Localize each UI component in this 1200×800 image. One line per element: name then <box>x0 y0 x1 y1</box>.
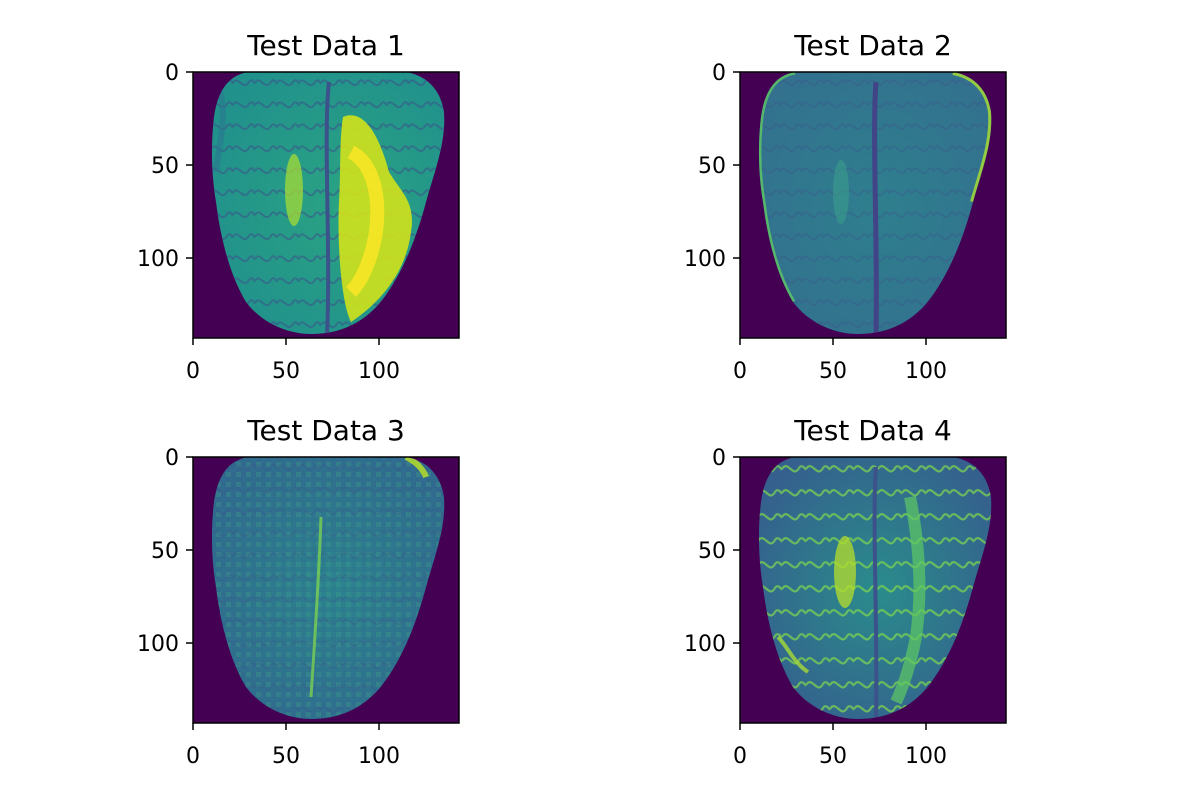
panel-4-xtick-label-2: 100 <box>905 744 947 769</box>
panel-4 <box>739 456 1007 724</box>
panel-2-xtick-label-0: 0 <box>733 359 747 384</box>
panel-1-xtick-label-0: 0 <box>186 359 200 384</box>
panel-4-ytick-label-2: 100 <box>684 632 726 657</box>
panel-3-xtick-label-1: 50 <box>272 744 300 769</box>
panel-1-xtick-label-1: 50 <box>272 359 300 384</box>
panel-1-xtick-label-2: 100 <box>358 359 400 384</box>
panel-2-ytick-label-0: 0 <box>712 61 726 86</box>
panel-2-xtick-label-1: 50 <box>819 359 847 384</box>
panel-2-ytick-label-1: 50 <box>698 154 726 179</box>
panel-4-ytick-label-0: 0 <box>712 446 726 471</box>
panel-4-xtick-label-0: 0 <box>733 744 747 769</box>
panel-1-title: Test Data 1 <box>246 29 405 62</box>
panel-4-ytick-label-1: 50 <box>698 539 726 564</box>
panel-1-ytick-label-1: 50 <box>151 154 179 179</box>
panel-2-ytick-label-2: 100 <box>684 247 726 272</box>
brain-image-2 <box>758 72 992 334</box>
panel-1-ytick-label-0: 0 <box>165 61 179 86</box>
panel-3-xtick-label-0: 0 <box>186 744 200 769</box>
panel-1-ytick-label-2: 100 <box>137 247 179 272</box>
panel-2-title: Test Data 2 <box>793 29 952 62</box>
panel-3-ytick-label-1: 50 <box>151 539 179 564</box>
brain-image-1 <box>211 72 445 334</box>
panel-1 <box>192 71 460 339</box>
panel-4-title: Test Data 4 <box>793 414 952 447</box>
panel-3-title: Test Data 3 <box>246 414 405 447</box>
axis-ticks: 0 50 100 0 50 100 0 50 100 0 50 100 0 50 100 0 50 100 0 50 1… <box>137 61 947 769</box>
panel-3 <box>192 456 460 724</box>
panel-3-ytick-label-2: 100 <box>137 632 179 657</box>
panel-4-xtick-label-1: 50 <box>819 744 847 769</box>
panel-2 <box>739 71 1007 339</box>
panel-3-xtick-label-2: 100 <box>358 744 400 769</box>
panel-2-xtick-label-2: 100 <box>905 359 947 384</box>
panel-3-ytick-label-0: 0 <box>165 446 179 471</box>
